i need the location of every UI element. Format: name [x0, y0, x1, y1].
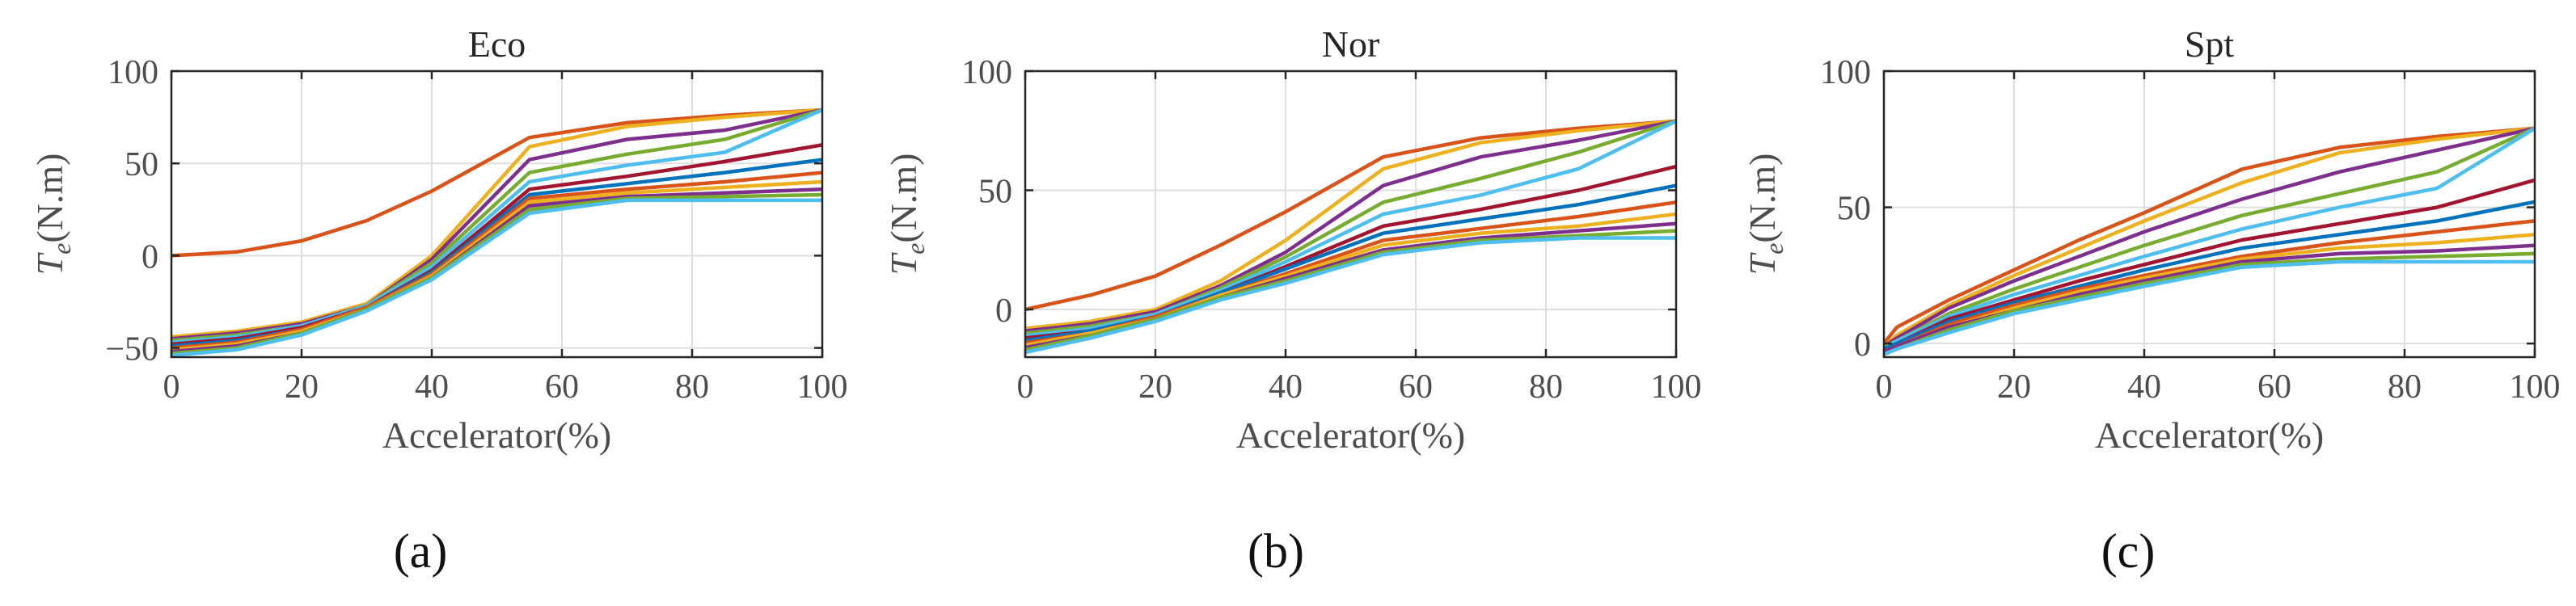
- series-line-1: [171, 107, 822, 258]
- x-tick-label: 0: [1876, 368, 1893, 406]
- chart-panel-1: 0 20 40 60 80 100−50050100EcoAccelerator(%)Te…: [29, 23, 848, 578]
- y-tick-label: 0: [141, 238, 158, 276]
- series-group: [1025, 119, 1676, 355]
- series-line-3: [1025, 119, 1676, 333]
- y-axis-label-unit: (N.m): [883, 154, 924, 243]
- x-tick-label: 100: [2510, 368, 2561, 406]
- x-tick-label: 40: [415, 368, 449, 406]
- y-tick-label: 100: [108, 54, 158, 91]
- y-tick-label: 50: [125, 146, 158, 183]
- panel-label: (a): [394, 524, 448, 578]
- panel-label: (c): [2101, 524, 2156, 578]
- y-axis-label-unit: (N.m): [29, 154, 70, 243]
- chart-panel-3: 0 20 40 60 80 100 0 50 100 Spt Accelerator(%) Te(N.…: [1742, 23, 2561, 578]
- x-tick-label: 20: [285, 368, 319, 406]
- series-line-5: [1884, 126, 2535, 351]
- axes-frame: [1024, 69, 1678, 359]
- y-axis-label-symbol: T: [1742, 251, 1783, 275]
- y-axis-label-subscript: e: [901, 243, 930, 255]
- chart-title: Eco: [468, 23, 526, 65]
- series-line-3: [171, 107, 822, 341]
- x-tick-label: 100: [1651, 368, 1702, 406]
- series-line-11: [1025, 229, 1676, 352]
- x-axis-label: Accelerator(%): [1236, 415, 1465, 456]
- y-axis-label-symbol: T: [29, 251, 70, 275]
- x-axis-label: Accelerator(%): [2095, 415, 2324, 456]
- series-line-2: [171, 107, 822, 339]
- panel-label: (b): [1248, 524, 1304, 578]
- x-axis-label: Accelerator(%): [382, 415, 611, 456]
- x-tick-label: 60: [2257, 368, 2291, 406]
- series-line-5: [1025, 119, 1676, 338]
- y-tick-label: 100: [961, 54, 1012, 91]
- y-tick-label: −50: [105, 331, 158, 368]
- series-line-5: [171, 107, 822, 344]
- chart-title: Spt: [2185, 23, 2235, 65]
- series-line-12: [1025, 236, 1676, 355]
- x-tick-label: 40: [2127, 368, 2161, 406]
- y-tick-label: 100: [1820, 54, 1871, 91]
- series-group: [171, 107, 822, 357]
- y-axis-label: Te(N.m): [883, 154, 930, 276]
- series-line-12: [1884, 259, 2535, 356]
- x-tick-label: 60: [545, 368, 579, 406]
- x-tick-label: 0: [163, 368, 180, 406]
- series-line-10: [1884, 243, 2535, 354]
- chart-title: Nor: [1322, 23, 1380, 65]
- y-tick-label: 0: [1854, 326, 1871, 364]
- series-line-12: [171, 198, 822, 357]
- y-axis-label-subscript: e: [1759, 243, 1788, 255]
- y-axis-label-symbol: T: [883, 251, 924, 275]
- x-tick-label: 80: [2388, 368, 2422, 406]
- y-tick-label: 50: [1837, 191, 1871, 228]
- x-tick-label: 60: [1399, 368, 1433, 406]
- x-tick-label: 20: [1138, 368, 1172, 406]
- chart-panel-2: 0 20 40 60 80 100 0 50 100 Nor Accelerator(%) Te(N.…: [883, 23, 1702, 578]
- y-axis-label: Te(N.m): [29, 154, 76, 276]
- x-tick-label: 80: [1529, 368, 1563, 406]
- y-axis-label: Te(N.m): [1742, 154, 1788, 276]
- y-tick-label: 50: [978, 174, 1012, 211]
- series-line-3: [1884, 126, 2535, 348]
- y-axis-label-unit: (N.m): [1742, 154, 1783, 243]
- y-axis-label-subscript: e: [47, 243, 76, 255]
- series-line-2: [1884, 126, 2535, 348]
- series-line-1: [1025, 119, 1676, 312]
- series-group: [1884, 126, 2535, 356]
- series-line-7: [1884, 200, 2535, 351]
- series-line-2: [1025, 119, 1676, 330]
- x-tick-label: 100: [797, 368, 848, 406]
- x-tick-label: 80: [675, 368, 709, 406]
- x-tick-label: 40: [1269, 368, 1303, 406]
- axes-frame: [1882, 69, 2536, 359]
- axes-frame: [170, 69, 824, 359]
- y-tick-label: 0: [995, 292, 1012, 330]
- series-line-1: [1884, 126, 2535, 346]
- x-tick-label: 20: [1997, 368, 2031, 406]
- x-tick-label: 0: [1017, 368, 1034, 406]
